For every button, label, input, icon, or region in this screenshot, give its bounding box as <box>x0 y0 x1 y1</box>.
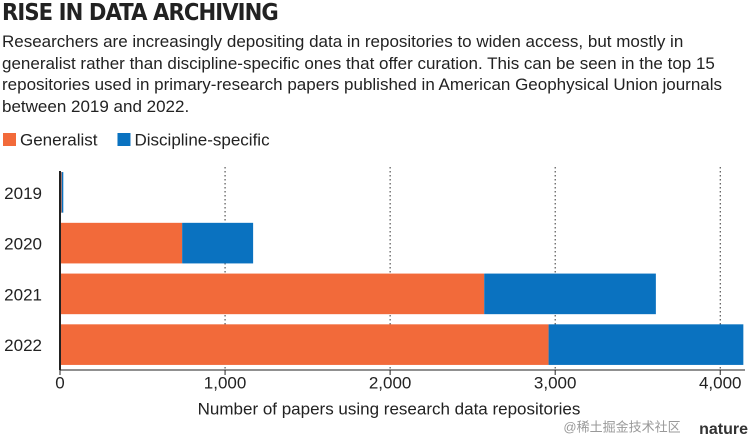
bar-segment <box>61 172 64 213</box>
y-tick-label: 2020 <box>4 235 42 254</box>
chart-subtitle: Researchers are increasingly depositing … <box>2 32 723 116</box>
y-tick-label: 2022 <box>4 336 42 355</box>
bar-segment <box>182 222 254 264</box>
legend-label: Generalist <box>20 130 98 149</box>
y-tick-label: 2019 <box>4 184 42 203</box>
x-tick-label: 2,000 <box>369 373 412 392</box>
bar-segment <box>60 273 485 315</box>
x-tick-label: 1,000 <box>204 373 247 392</box>
bar-segment <box>60 324 549 365</box>
bar-segment <box>60 222 183 264</box>
watermark: @稀土掘金技术社区 <box>563 419 680 434</box>
x-axis-label: Number of papers using research data rep… <box>198 399 581 418</box>
bar-segment <box>484 273 656 315</box>
bar-segment <box>548 324 744 365</box>
x-tick-label: 3,000 <box>534 373 577 392</box>
credit: nature <box>699 421 748 438</box>
legend-label: Discipline-specific <box>134 130 270 149</box>
legend-swatch <box>117 133 131 146</box>
legend-swatch <box>3 133 16 146</box>
x-tick-label: 4,000 <box>699 373 742 392</box>
x-tick-label: 0 <box>55 373 64 392</box>
chart-title: RISE IN DATA ARCHIVING <box>2 0 279 26</box>
y-tick-label: 2021 <box>4 285 42 304</box>
